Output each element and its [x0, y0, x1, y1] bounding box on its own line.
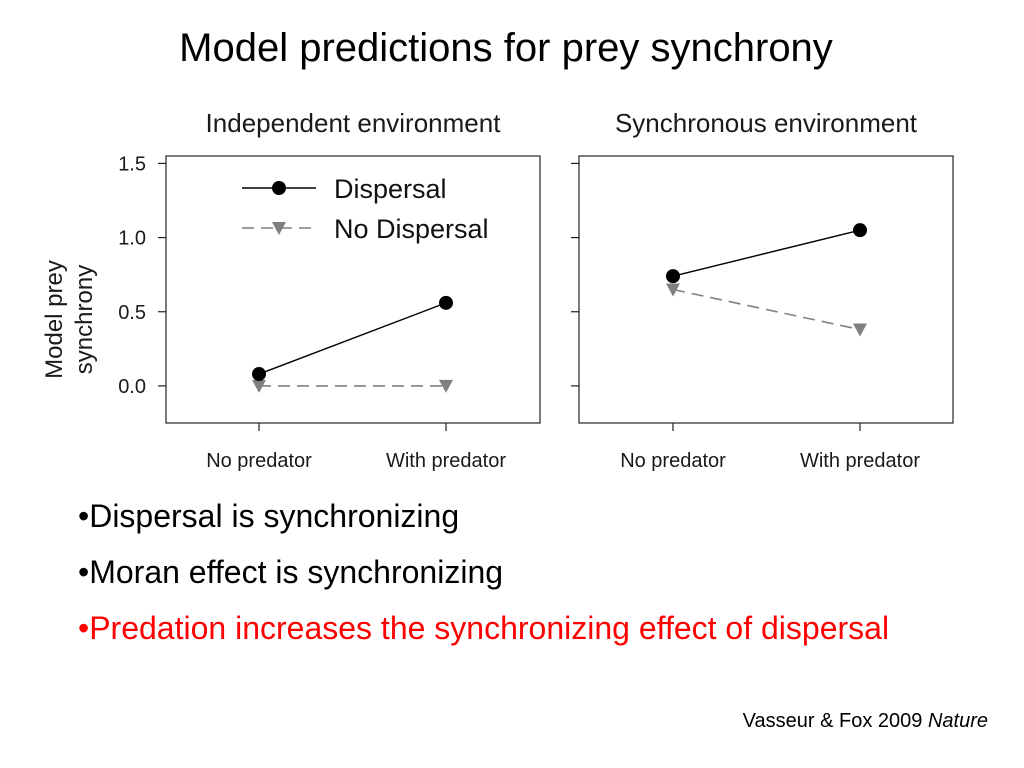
legend-label-2: No Dispersal	[334, 214, 489, 244]
x-tick-label: No predator	[620, 450, 726, 472]
point-no-dispersal	[666, 283, 680, 297]
point-no-dispersal	[252, 379, 266, 393]
panel-title-2: Synchronous environment	[615, 108, 918, 138]
y-tick-label: 1.5	[118, 153, 146, 175]
series-line-dispersal	[672, 229, 861, 277]
figure: Independent environment 0.0 0.5 1.0 1.5 No pr…	[41, 108, 954, 472]
y-tick-label: 0.0	[118, 376, 146, 398]
x-tick-label: No predator	[206, 450, 312, 472]
point-no-dispersal	[439, 379, 453, 393]
y-tick-label: 1.0	[118, 228, 146, 250]
point-no-dispersal	[853, 323, 867, 337]
point-dispersal	[252, 367, 266, 382]
panel-frame-1	[165, 155, 541, 424]
panel-title-1: Independent environment	[206, 108, 502, 138]
point-dispersal	[439, 295, 453, 310]
bullet-predation: •Predation increases the synchronizing e…	[78, 609, 890, 646]
point-dispersal	[666, 269, 680, 284]
bullet-moran: •Moran effect is synchronizing	[78, 553, 504, 590]
citation-journal: Nature	[927, 710, 988, 732]
y-tick-label: 0.5	[118, 302, 146, 324]
x-tick-label: With predator	[800, 450, 920, 472]
citation-authors: Vasseur & Fox 2009	[742, 710, 923, 732]
y-axis-label: Model prey synchrony	[41, 260, 98, 379]
panel-frame-2	[578, 155, 954, 424]
y-axis-label-line: Model prey	[41, 260, 68, 379]
legend-label-1: Dispersal	[334, 174, 447, 204]
point-dispersal	[853, 223, 867, 238]
series-line-no-dispersal	[672, 288, 861, 331]
series-line-dispersal	[258, 302, 447, 375]
bullet-dispersal: •Dispersal is synchronizing	[78, 498, 460, 534]
slide-title: Model predictions for prey synchrony	[179, 26, 833, 70]
bullet-list: •Dispersal is synchronizing •Moran effec…	[78, 498, 898, 665]
y-axis-label-line: synchrony	[71, 265, 98, 374]
x-tick-label: With predator	[386, 450, 506, 472]
legend-marker-no-dispersal	[272, 222, 286, 235]
legend-marker-dispersal	[272, 181, 286, 195]
citation: Vasseur & Fox 2009 Nature	[743, 710, 988, 733]
